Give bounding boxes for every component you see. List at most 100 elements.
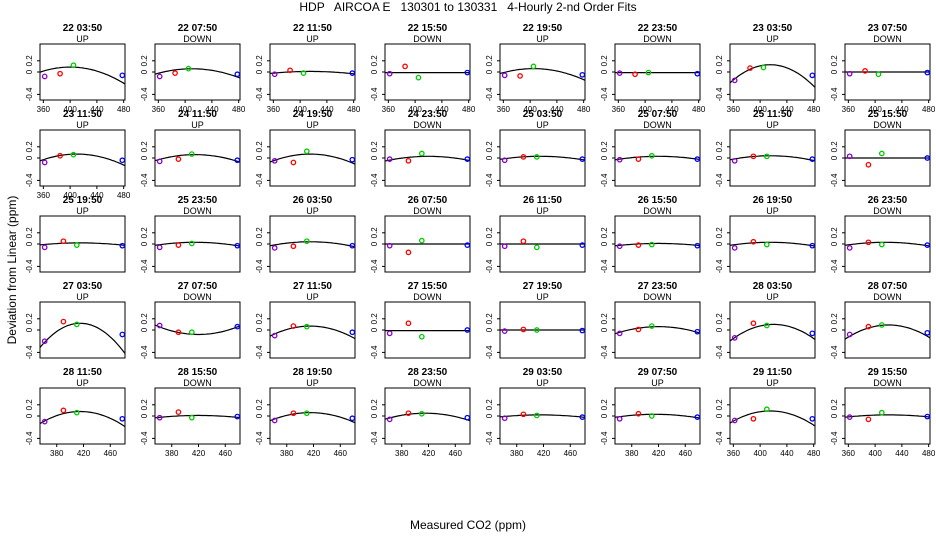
data-point-std2	[405, 410, 412, 417]
data-point-std4	[579, 414, 586, 420]
panel-frame	[39, 301, 126, 359]
x-tick-label: 440	[780, 449, 794, 458]
y-tick-label: 0	[370, 241, 379, 246]
y-tick-label: 0.2	[255, 313, 264, 325]
data-point-std4	[579, 156, 586, 162]
data-point-std4	[464, 242, 471, 248]
x-tick-label: 380	[510, 449, 524, 458]
y-tick-label: 0	[715, 241, 724, 246]
data-point-std3	[188, 414, 195, 421]
data-point-std4	[809, 72, 816, 79]
y-tick-label: -0.4	[140, 173, 149, 187]
data-point-std3	[648, 241, 655, 248]
data-point-std3	[648, 323, 655, 329]
y-tick-label: 0.2	[25, 313, 34, 325]
data-point-std4	[694, 70, 701, 77]
panel-frame	[499, 43, 586, 101]
data-point-std3	[303, 238, 310, 245]
panel-title: 28 15:50	[178, 367, 218, 378]
data-point-std4	[349, 242, 356, 249]
data-point-std1	[731, 334, 738, 341]
data-point-std3	[530, 63, 537, 70]
y-tick-label: -0.4	[140, 259, 149, 273]
data-point-std2	[405, 249, 412, 256]
data-point-std1	[156, 322, 163, 329]
panel-subtitle: UP	[651, 378, 664, 388]
panel-title: 26 11:50	[523, 195, 562, 206]
data-point-std3	[645, 69, 652, 76]
panel-frame	[269, 301, 356, 359]
data-point-std3	[648, 413, 655, 419]
fit-curve	[729, 64, 816, 88]
data-point-std2	[865, 239, 872, 246]
data-point-std3	[648, 152, 655, 159]
y-tick-label: 0.2	[715, 141, 724, 153]
y-tick-label: 0	[140, 155, 149, 160]
x-tick-label: 360	[727, 105, 741, 114]
data-point-std3	[188, 151, 195, 157]
x-tick-label: 420	[77, 449, 91, 458]
data-point-std4	[809, 156, 816, 162]
x-tick-label: 460	[104, 449, 118, 458]
data-point-std4	[464, 69, 471, 76]
fit-curve	[154, 414, 241, 419]
y-tick-label: 0.2	[255, 227, 264, 239]
x-tick-label: 380	[165, 449, 179, 458]
y-tick-label: 0	[715, 155, 724, 160]
data-point-std1	[846, 245, 853, 251]
data-point-std3	[70, 62, 77, 69]
data-point-std1	[41, 159, 48, 166]
data-point-std2	[750, 238, 757, 245]
x-tick-label: 360	[727, 449, 741, 458]
data-point-std1	[846, 414, 853, 420]
data-point-std2	[750, 415, 757, 422]
figure-title: HDP AIRCOA E 130301 to 130331 4-Hourly 2…	[299, 0, 637, 14]
data-point-std3	[878, 150, 885, 157]
fit-curve	[269, 411, 356, 424]
data-point-std4	[119, 242, 126, 249]
y-tick-label: -0.4	[370, 87, 379, 101]
fit-curve	[154, 153, 241, 163]
data-point-std1	[846, 153, 853, 160]
y-tick-label: -0.4	[255, 345, 264, 359]
y-tick-label: -0.4	[830, 345, 839, 359]
fit-curve	[154, 241, 241, 247]
data-point-std2	[517, 73, 523, 79]
data-point-std4	[924, 69, 931, 76]
data-point-std3	[303, 148, 310, 155]
data-point-std4	[924, 413, 931, 420]
panel-title: 28 07:50	[868, 281, 908, 292]
y-tick-label: 0.2	[830, 399, 839, 411]
data-point-std4	[464, 414, 471, 421]
fit-curve	[499, 155, 586, 161]
data-point-std4	[694, 242, 701, 249]
data-point-std3	[533, 327, 540, 333]
data-point-std3	[73, 242, 80, 248]
y-tick-label: 0	[600, 69, 609, 74]
y-tick-label: -0.4	[370, 431, 379, 445]
fit-curve	[39, 153, 126, 167]
y-tick-label: 0.2	[140, 55, 149, 67]
panel-subtitle: DOWN	[183, 206, 212, 216]
x-tick-label: 440	[895, 449, 909, 458]
y-tick-label: -0.4	[255, 431, 264, 445]
fit-curve	[614, 326, 701, 335]
x-tick-label: 420	[192, 449, 206, 458]
panel-title: 28 19:50	[293, 367, 333, 378]
y-tick-label: 0	[715, 69, 724, 74]
data-point-std1	[386, 242, 393, 249]
y-tick-label: -0.4	[370, 345, 379, 359]
y-tick-label: -0.4	[485, 431, 494, 445]
x-tick-label: 360	[842, 105, 856, 114]
data-point-std4	[119, 415, 126, 422]
panel-title: 25 03:50	[523, 109, 563, 120]
panel-subtitle: UP	[306, 378, 319, 388]
panel-title: 23 03:50	[753, 23, 793, 34]
